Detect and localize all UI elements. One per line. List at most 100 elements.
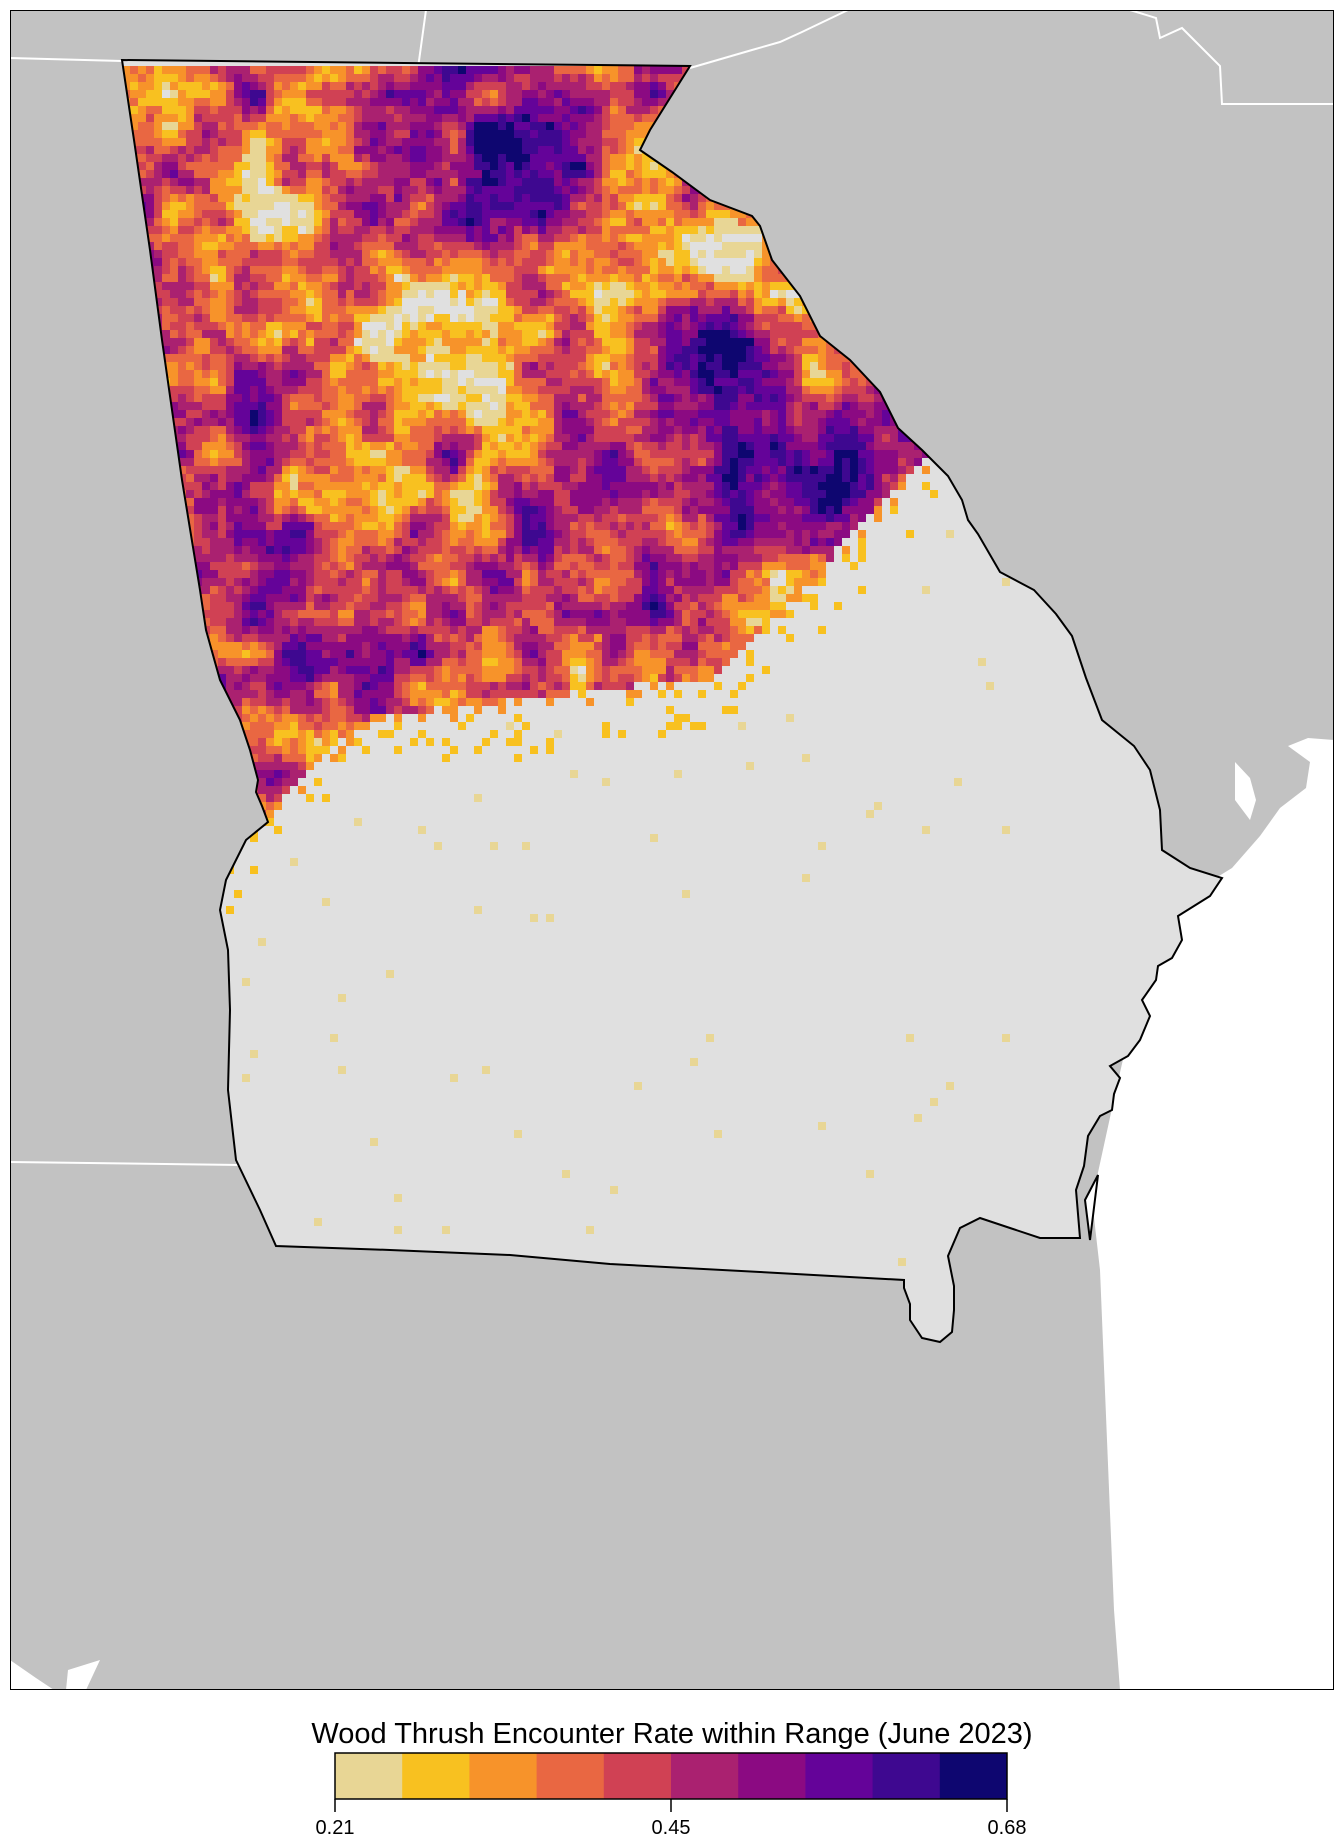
raster-cell	[506, 266, 514, 274]
raster-cell	[698, 266, 706, 274]
raster-cell	[442, 130, 450, 138]
raster-cell	[378, 266, 386, 274]
raster-cell	[274, 362, 282, 370]
raster-cell	[226, 226, 234, 234]
raster-cell	[282, 362, 290, 370]
raster-cell	[546, 146, 554, 154]
raster-cell	[386, 194, 394, 202]
raster-cell	[410, 146, 418, 154]
raster-cell	[594, 242, 602, 250]
raster-cell	[258, 130, 266, 138]
raster-cell	[418, 386, 426, 394]
raster-cell	[338, 282, 346, 290]
raster-cell	[690, 418, 698, 426]
raster-cell	[154, 130, 162, 138]
raster-cell	[514, 338, 522, 346]
raster-cell	[322, 210, 330, 218]
raster-cell	[562, 98, 570, 106]
raster-cell	[146, 186, 154, 194]
raster-cell	[850, 426, 858, 434]
raster-cell	[426, 154, 434, 162]
raster-cell	[290, 66, 298, 74]
raster-cell	[546, 322, 554, 330]
raster-cell	[578, 138, 586, 146]
raster-cell	[666, 90, 674, 98]
raster-cell	[458, 162, 466, 170]
raster-cell	[882, 410, 890, 418]
raster-cell	[762, 266, 770, 274]
raster-cell	[690, 338, 698, 346]
raster-cell	[626, 394, 634, 402]
raster-cell	[554, 82, 562, 90]
raster-cell	[378, 122, 386, 130]
raster-cell	[434, 338, 442, 346]
raster-cell	[418, 250, 426, 258]
raster-cell	[250, 98, 258, 106]
raster-cell	[242, 306, 250, 314]
raster-cell	[266, 314, 274, 322]
raster-cell	[426, 306, 434, 314]
raster-cell	[410, 322, 418, 330]
raster-cell	[658, 290, 666, 298]
raster-cell	[258, 154, 266, 162]
raster-cell	[386, 386, 394, 394]
raster-cell	[466, 98, 474, 106]
raster-cell	[202, 218, 210, 226]
raster-cell	[234, 194, 242, 202]
raster-cell	[378, 146, 386, 154]
raster-cell	[634, 66, 642, 74]
raster-cell	[314, 354, 322, 362]
raster-cell	[618, 186, 626, 194]
raster-cell	[578, 306, 586, 314]
raster-cell	[642, 266, 650, 274]
raster-cell	[266, 322, 274, 330]
raster-cell	[474, 202, 482, 210]
raster-cell	[450, 202, 458, 210]
raster-cell	[346, 354, 354, 362]
raster-cell	[162, 138, 170, 146]
raster-cell	[282, 178, 290, 186]
raster-cell	[482, 210, 490, 218]
raster-cell	[498, 362, 506, 370]
raster-cell	[178, 234, 186, 242]
raster-cell	[514, 370, 522, 378]
raster-cell	[218, 330, 226, 338]
raster-cell	[690, 402, 698, 410]
raster-cell	[250, 178, 258, 186]
raster-cell	[794, 386, 802, 394]
raster-cell	[666, 74, 674, 82]
raster-cell	[594, 322, 602, 330]
raster-cell	[650, 186, 658, 194]
raster-cell	[634, 178, 642, 186]
raster-cell	[402, 202, 410, 210]
raster-cell	[490, 282, 498, 290]
raster-cell	[162, 178, 170, 186]
raster-cell	[458, 234, 466, 242]
raster-cell	[674, 306, 682, 314]
raster-cell	[602, 298, 610, 306]
raster-cell	[722, 410, 730, 418]
raster-cell	[194, 82, 202, 90]
raster-cell	[186, 146, 194, 154]
raster-cell	[746, 226, 754, 234]
raster-cell	[522, 250, 530, 258]
raster-cell	[754, 394, 762, 402]
raster-cell	[626, 290, 634, 298]
raster-cell	[650, 426, 658, 434]
raster-cell	[298, 370, 306, 378]
raster-cell	[626, 370, 634, 378]
raster-cell	[522, 274, 530, 282]
raster-cell	[338, 394, 346, 402]
raster-cell	[410, 362, 418, 370]
raster-cell	[514, 130, 522, 138]
raster-cell	[618, 242, 626, 250]
raster-cell	[234, 130, 242, 138]
raster-cell	[266, 130, 274, 138]
raster-cell	[530, 138, 538, 146]
raster-cell	[778, 314, 786, 322]
raster-cell	[226, 66, 234, 74]
raster-cell	[162, 154, 170, 162]
raster-cell	[674, 202, 682, 210]
raster-cell	[754, 322, 762, 330]
raster-cell	[362, 282, 370, 290]
